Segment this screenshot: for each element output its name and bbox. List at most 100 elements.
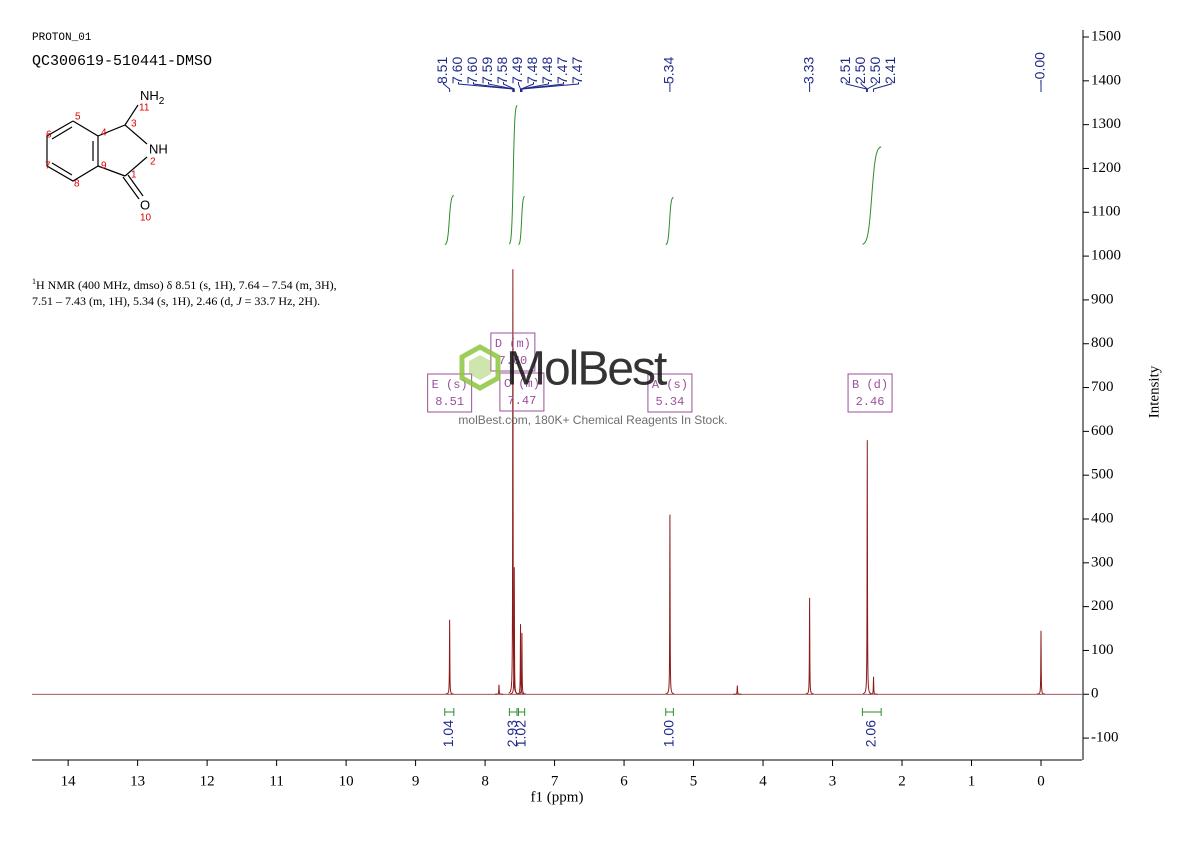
plot: 14 13 12 11 10 9 8 7 6 5 4 3 2 1 0-1000100200300400500… <box>32 28 1162 805</box>
peak-label: 2.51 <box>837 57 853 84</box>
peak-label: 8.51 <box>434 57 450 84</box>
y-tick-label: 800 <box>1091 335 1114 351</box>
multiplet-box <box>847 373 893 413</box>
peak-label: 5.34 <box>661 57 677 84</box>
multiplet-box <box>499 372 545 412</box>
integral-bracket <box>508 708 518 716</box>
peak-label-leader <box>845 82 868 92</box>
atom-number: 8 <box>74 179 80 190</box>
atom-number: 2 <box>150 157 156 168</box>
integral-label: 2.93 <box>504 720 520 747</box>
peak-label: 7.49 <box>509 57 525 84</box>
x-tick-label: 8 <box>481 773 489 789</box>
bond <box>124 124 148 145</box>
multiplet-name: D (m) <box>495 337 531 351</box>
x-tick-label: 2 <box>898 773 906 789</box>
bond <box>122 176 140 200</box>
multiplet-shift: 8.51 <box>435 395 464 409</box>
y-tick-label: 0 <box>1091 686 1099 702</box>
logo <box>469 355 491 380</box>
y-tick-label: -100 <box>1091 730 1119 746</box>
x-tick-label: 13 <box>130 773 145 789</box>
peak-label: 7.48 <box>524 57 540 84</box>
logo <box>459 344 501 391</box>
atom-number: 10 <box>140 213 152 224</box>
integral-bracket <box>517 708 526 716</box>
watermark: MolBest molBest.com, 180K+ Chemical Reag… <box>458 343 727 428</box>
peak <box>862 440 872 695</box>
multiplet-shift: 2.46 <box>856 395 885 409</box>
peak-label-leader <box>442 82 451 92</box>
integral-bracket <box>665 708 674 716</box>
peak <box>517 632 527 695</box>
integral-label: 1.00 <box>660 720 676 747</box>
peak-label: 7.60 <box>464 57 480 84</box>
y-tick-label: 300 <box>1091 554 1114 570</box>
peak-label-leader <box>520 82 549 92</box>
y-tick-label: 1300 <box>1091 116 1121 132</box>
peak-label-leader <box>866 82 877 92</box>
x-tick-label: 11 <box>269 773 283 789</box>
y-tick-label: 500 <box>1091 467 1114 483</box>
y-tick-label: 1000 <box>1091 248 1121 264</box>
peak-label-leader <box>502 82 515 92</box>
x-tick-label: 1 <box>968 773 976 789</box>
peak-label: 7.48 <box>539 57 555 84</box>
peak <box>733 685 742 695</box>
x-tick-label: 12 <box>200 773 215 789</box>
sample: QC300619-510441-DMSO <box>32 53 212 70</box>
experiment: PROTON_01 <box>32 32 92 44</box>
description-line: 7.51 – 7.43 (m, 1H), 5.34 (s, 1H), 2.46 … <box>32 294 236 308</box>
y-tick-label: 900 <box>1091 291 1114 307</box>
peak-label: 7.58 <box>494 57 510 84</box>
multiplet-box <box>647 373 693 413</box>
atom-number: 5 <box>75 112 81 123</box>
x-tick-label: 4 <box>759 773 767 789</box>
integral-label: 1.04 <box>440 720 456 747</box>
atom-number: 4 <box>101 128 107 139</box>
peak <box>445 619 454 695</box>
multiplet-name: A (s) <box>652 378 688 392</box>
superscript: 1 <box>32 277 36 286</box>
watermark-brand: MolBest <box>506 343 667 396</box>
x-tick-label: 14 <box>61 773 77 789</box>
peak-label-leader <box>521 82 579 92</box>
description-line: H NMR (400 MHz, dmso) δ 8.51 (s, 1H), 7.… <box>36 278 337 292</box>
y-tick-label: 400 <box>1091 510 1114 526</box>
peak <box>869 676 878 695</box>
integral-bracket <box>861 708 882 716</box>
y-axis-label: Intensity <box>1146 365 1162 418</box>
peak-label-leader <box>472 82 514 92</box>
peak-label: 7.60 <box>449 57 465 84</box>
integral-curve <box>444 194 455 246</box>
multiplet-name: C (m) <box>504 377 540 391</box>
atom-number: 11 <box>139 103 150 114</box>
peak-label: 2.50 <box>852 57 868 84</box>
peak <box>1036 630 1046 695</box>
peak-label-leader <box>517 82 522 92</box>
atom-number: 9 <box>101 161 107 172</box>
description-line: = 33.7 Hz, 2H). <box>242 294 320 308</box>
x-tick-label: 9 <box>412 773 420 789</box>
italic: J <box>236 294 242 308</box>
atom-subscript: 2 <box>159 96 165 107</box>
atom-number: 1 <box>131 170 137 181</box>
peak <box>494 684 504 695</box>
peak <box>665 514 675 695</box>
x-axis-label: f1 (ppm) <box>531 789 584 805</box>
bond <box>46 120 99 182</box>
x-tick-label: 7 <box>551 773 559 789</box>
x-tick-label: 0 <box>1037 773 1045 789</box>
peak <box>805 597 814 695</box>
atom-number: 7 <box>45 161 51 172</box>
multiplet-shift: 7.60 <box>498 354 527 368</box>
integral-curve <box>862 146 882 245</box>
x-tick-label: 5 <box>690 773 698 789</box>
x-tick-label: 3 <box>829 773 837 789</box>
y-tick-label: 1400 <box>1091 72 1121 88</box>
peak-label: 7.59 <box>479 57 495 84</box>
atom-label: NH <box>149 141 168 156</box>
watermark-tagline: molBest.com, 180K+ Chemical Reagents In … <box>458 413 727 427</box>
bond <box>124 104 139 126</box>
